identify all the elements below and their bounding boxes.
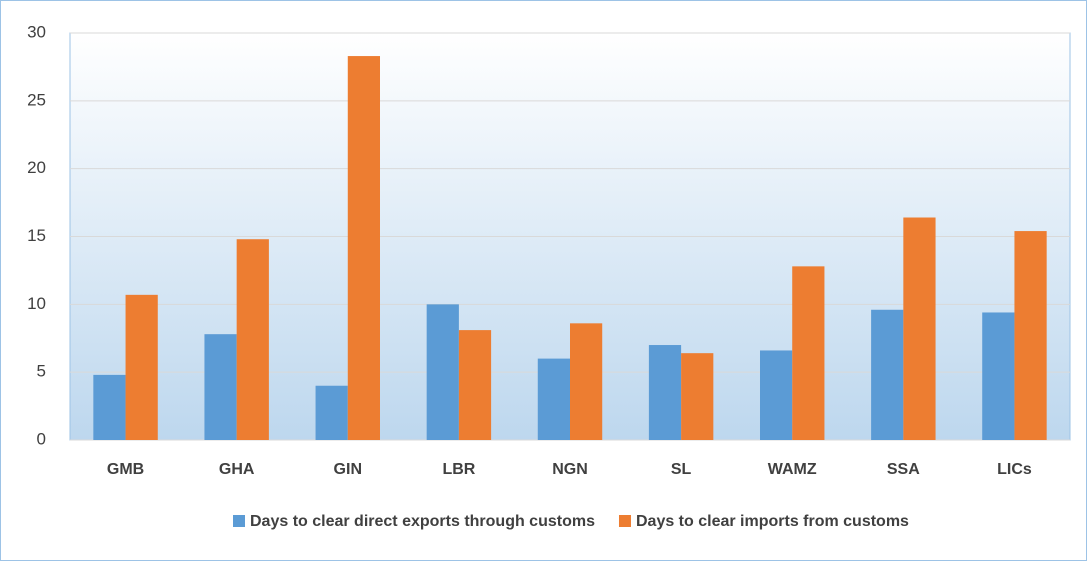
bar bbox=[315, 385, 348, 440]
legend-label: Days to clear imports from customs bbox=[636, 513, 909, 530]
legend-label: Days to clear direct exports through cus… bbox=[250, 513, 595, 530]
bar bbox=[347, 56, 380, 441]
bar bbox=[648, 345, 682, 440]
bar bbox=[982, 312, 1015, 440]
bar bbox=[458, 330, 492, 440]
y-tick-label: 0 bbox=[37, 429, 46, 448]
x-tick-label: LICs bbox=[997, 461, 1032, 478]
x-tick-label: LBR bbox=[442, 461, 475, 478]
bar bbox=[570, 323, 603, 440]
y-tick-label: 5 bbox=[37, 362, 46, 381]
bar bbox=[537, 358, 570, 440]
legend-swatch bbox=[233, 515, 245, 527]
x-tick-label: GHA bbox=[219, 461, 255, 478]
bar bbox=[1014, 231, 1047, 440]
legend-swatch bbox=[618, 515, 631, 527]
y-tick-label: 20 bbox=[27, 158, 46, 177]
bar bbox=[681, 353, 714, 440]
y-tick-label: 15 bbox=[27, 226, 46, 245]
bar bbox=[125, 294, 158, 440]
y-tick-label: 25 bbox=[27, 90, 46, 109]
bar bbox=[236, 239, 269, 440]
x-tick-label: SSA bbox=[887, 461, 920, 478]
y-tick-label: 10 bbox=[27, 294, 46, 313]
bar bbox=[760, 350, 793, 440]
x-tick-label: NGN bbox=[552, 461, 588, 478]
x-tick-label: GIN bbox=[334, 461, 362, 478]
bar bbox=[204, 334, 237, 440]
bar bbox=[903, 217, 936, 440]
x-tick-label: GMB bbox=[107, 461, 144, 478]
y-tick-label: 30 bbox=[27, 22, 46, 41]
bar bbox=[792, 266, 825, 440]
bar bbox=[93, 374, 126, 440]
bar bbox=[426, 304, 459, 440]
bar bbox=[871, 309, 904, 440]
x-tick-label: WAMZ bbox=[768, 461, 817, 478]
x-tick-label: SL bbox=[671, 461, 692, 478]
